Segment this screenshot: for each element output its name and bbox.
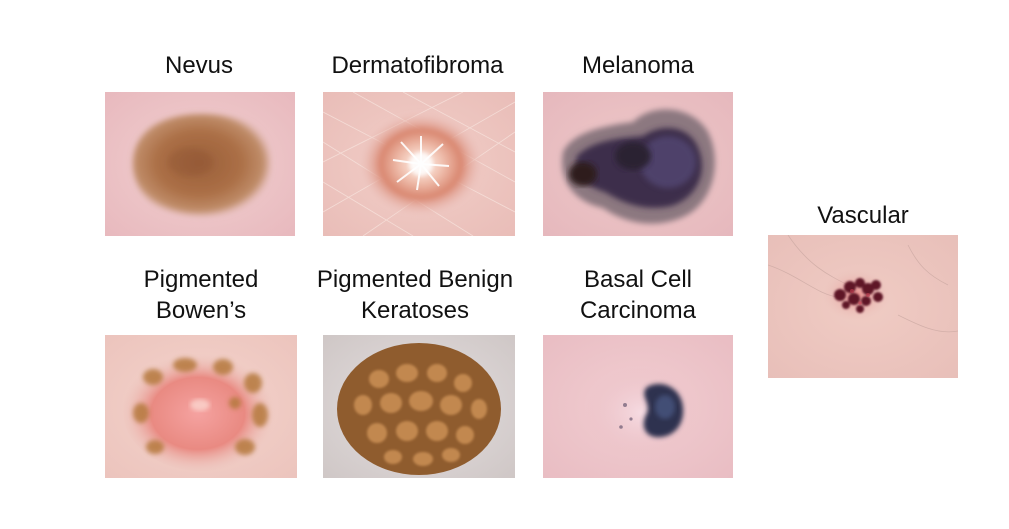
dermatofibroma-lesion-photo	[323, 92, 515, 236]
label-basal-cell-carcinoma: Basal Cell Carcinoma	[579, 266, 697, 324]
nevus-lesion-photo	[105, 92, 295, 236]
label-pigmented-benign-keratoses: Pigmented Benign Keratoses	[316, 266, 514, 324]
pigmented-bowens-lesion-photo	[105, 335, 297, 478]
label-vascular: Vascular	[817, 202, 909, 229]
vascular-lesion-photo	[768, 235, 958, 378]
basal-cell-carcinoma-lesion-photo	[543, 335, 733, 478]
melanoma-lesion-photo	[543, 92, 733, 236]
label-nevus: Nevus	[164, 52, 234, 79]
label-melanoma: Melanoma	[581, 52, 695, 79]
label-pigmented-bowens: Pigmented Bowen’s	[143, 266, 259, 324]
pigmented-benign-keratoses-lesion-photo	[323, 335, 515, 478]
label-dermatofibroma: Dermatofibroma	[331, 52, 504, 79]
